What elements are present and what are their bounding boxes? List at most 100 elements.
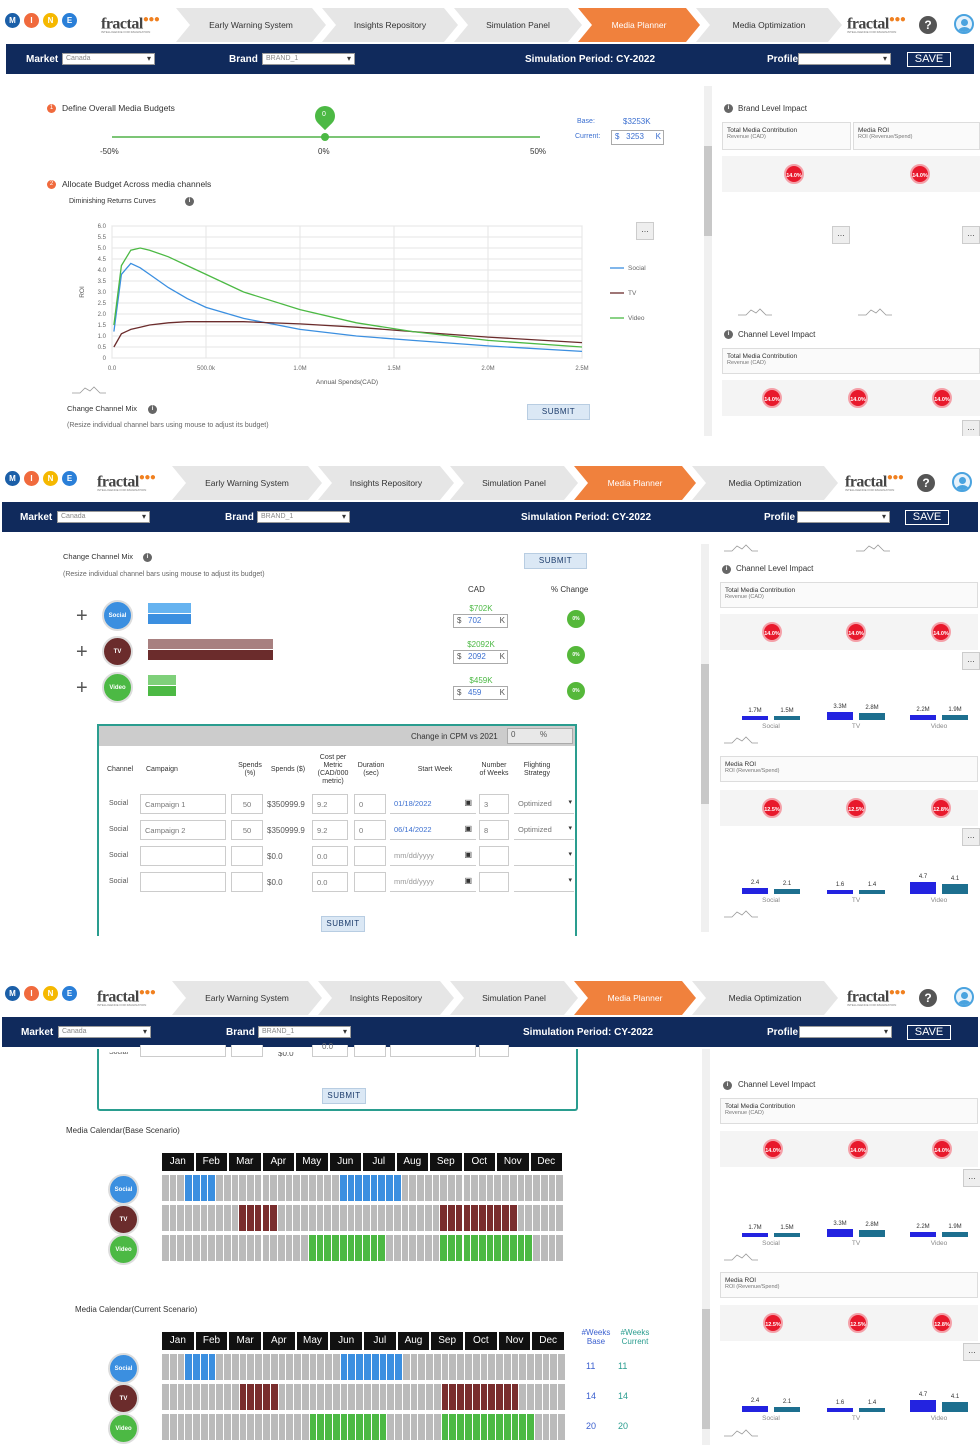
- week-cell[interactable]: [471, 1235, 478, 1261]
- week-cell[interactable]: [247, 1235, 254, 1261]
- week-cell[interactable]: [378, 1235, 386, 1261]
- week-cell[interactable]: [517, 1235, 525, 1261]
- week-cell[interactable]: [216, 1354, 224, 1380]
- week-cell[interactable]: [332, 1354, 340, 1380]
- week-cell[interactable]: [247, 1175, 254, 1201]
- week-cell[interactable]: [418, 1354, 426, 1380]
- week-cell[interactable]: [247, 1384, 255, 1410]
- week-cell[interactable]: [440, 1235, 448, 1261]
- spend-pct-input[interactable]: 50: [231, 794, 263, 814]
- duration-input[interactable]: 0: [354, 794, 386, 814]
- week-cell[interactable]: [550, 1384, 558, 1410]
- week-cell[interactable]: [301, 1235, 308, 1261]
- week-cell[interactable]: [533, 1235, 540, 1261]
- week-cell[interactable]: [286, 1384, 294, 1410]
- week-cell[interactable]: [356, 1414, 363, 1440]
- week-cell[interactable]: [324, 1175, 332, 1201]
- weeks-input[interactable]: [479, 872, 509, 892]
- submit-mix-button[interactable]: SUBMIT: [527, 404, 590, 420]
- week-cell[interactable]: [347, 1235, 355, 1261]
- week-cell[interactable]: [401, 1175, 409, 1201]
- flighting-select[interactable]: ▾: [514, 846, 574, 866]
- channel-budget-input-social[interactable]: $702 K: [453, 614, 508, 628]
- tab-simulation[interactable]: Simulation Panel: [450, 981, 578, 1015]
- week-cell[interactable]: [449, 1414, 457, 1440]
- week-cell[interactable]: [293, 1235, 301, 1261]
- week-cell[interactable]: [395, 1354, 402, 1380]
- cut-row-weeks-input[interactable]: [479, 1045, 509, 1057]
- week-cell[interactable]: [449, 1354, 457, 1380]
- week-cell[interactable]: [193, 1354, 200, 1380]
- cpm-metric-input[interactable]: 0.0: [312, 846, 348, 866]
- week-cell[interactable]: [363, 1205, 370, 1231]
- week-cell[interactable]: [278, 1354, 286, 1380]
- week-cell[interactable]: [379, 1384, 387, 1410]
- channel-tmc-menu[interactable]: ...: [962, 652, 980, 670]
- tab-early-warning[interactable]: Early Warning System: [172, 466, 322, 500]
- tab-simulation[interactable]: Simulation Panel: [450, 466, 578, 500]
- tab-media-optimization[interactable]: Media Optimization: [692, 981, 838, 1015]
- channel-current-bar-video[interactable]: [148, 686, 176, 696]
- tab-early-warning[interactable]: Early Warning System: [176, 8, 326, 42]
- week-cell[interactable]: [395, 1414, 402, 1440]
- week-cell[interactable]: [480, 1354, 488, 1380]
- week-cell[interactable]: [457, 1384, 464, 1410]
- week-cell[interactable]: [270, 1384, 278, 1410]
- spend-pct-input[interactable]: [231, 872, 263, 892]
- week-cell[interactable]: [301, 1175, 308, 1201]
- week-cell[interactable]: [503, 1384, 511, 1410]
- channel-roi-menu[interactable]: ...: [962, 828, 980, 846]
- week-cell[interactable]: [511, 1354, 519, 1380]
- week-cell[interactable]: [286, 1354, 294, 1380]
- week-cell[interactable]: [216, 1384, 224, 1410]
- week-cell[interactable]: [558, 1384, 565, 1410]
- tab-insights[interactable]: Insights Repository: [322, 8, 458, 42]
- week-cell[interactable]: [177, 1205, 185, 1231]
- cpm-metric-input[interactable]: 0.0: [312, 872, 348, 892]
- week-cell[interactable]: [347, 1175, 355, 1201]
- week-cell[interactable]: [455, 1235, 463, 1261]
- week-cell[interactable]: [432, 1175, 440, 1201]
- week-cell[interactable]: [533, 1175, 540, 1201]
- week-cell[interactable]: [332, 1384, 340, 1410]
- week-cell[interactable]: [550, 1354, 558, 1380]
- week-cell[interactable]: [448, 1175, 455, 1201]
- duration-input[interactable]: [354, 846, 386, 866]
- week-cell[interactable]: [387, 1384, 395, 1410]
- week-cell[interactable]: [440, 1175, 448, 1201]
- cut-row-date-input[interactable]: [390, 1045, 476, 1057]
- week-cell[interactable]: [370, 1235, 378, 1261]
- week-cell[interactable]: [177, 1384, 185, 1410]
- week-cell[interactable]: [401, 1235, 409, 1261]
- week-cell[interactable]: [339, 1175, 347, 1201]
- week-cell[interactable]: [247, 1414, 255, 1440]
- week-cell[interactable]: [262, 1235, 270, 1261]
- week-cell[interactable]: [472, 1384, 480, 1410]
- week-cell[interactable]: [193, 1384, 200, 1410]
- week-cell[interactable]: [347, 1205, 355, 1231]
- week-cell[interactable]: [162, 1175, 169, 1201]
- week-cell[interactable]: [255, 1354, 262, 1380]
- week-cell[interactable]: [317, 1384, 325, 1410]
- week-cell[interactable]: [301, 1414, 309, 1440]
- week-cell[interactable]: [177, 1354, 185, 1380]
- tab-media-planner[interactable]: Media Planner: [578, 8, 700, 42]
- week-cell[interactable]: [208, 1384, 216, 1410]
- week-cell[interactable]: [185, 1235, 192, 1261]
- week-cell[interactable]: [262, 1205, 270, 1231]
- week-cell[interactable]: [254, 1205, 262, 1231]
- week-cell[interactable]: [224, 1354, 231, 1380]
- week-cell[interactable]: [185, 1384, 193, 1410]
- week-cell[interactable]: [410, 1384, 418, 1410]
- week-cell[interactable]: [556, 1175, 563, 1201]
- week-cell[interactable]: [325, 1354, 332, 1380]
- week-cell[interactable]: [348, 1354, 356, 1380]
- week-cell[interactable]: [433, 1354, 441, 1380]
- week-cell[interactable]: [263, 1354, 270, 1380]
- week-cell[interactable]: [231, 1205, 239, 1231]
- channel-base-bar-video[interactable]: [148, 675, 176, 685]
- week-cell[interactable]: [395, 1384, 402, 1410]
- week-cell[interactable]: [548, 1205, 556, 1231]
- week-cell[interactable]: [418, 1384, 426, 1410]
- channel-base-bar-social[interactable]: [148, 603, 191, 613]
